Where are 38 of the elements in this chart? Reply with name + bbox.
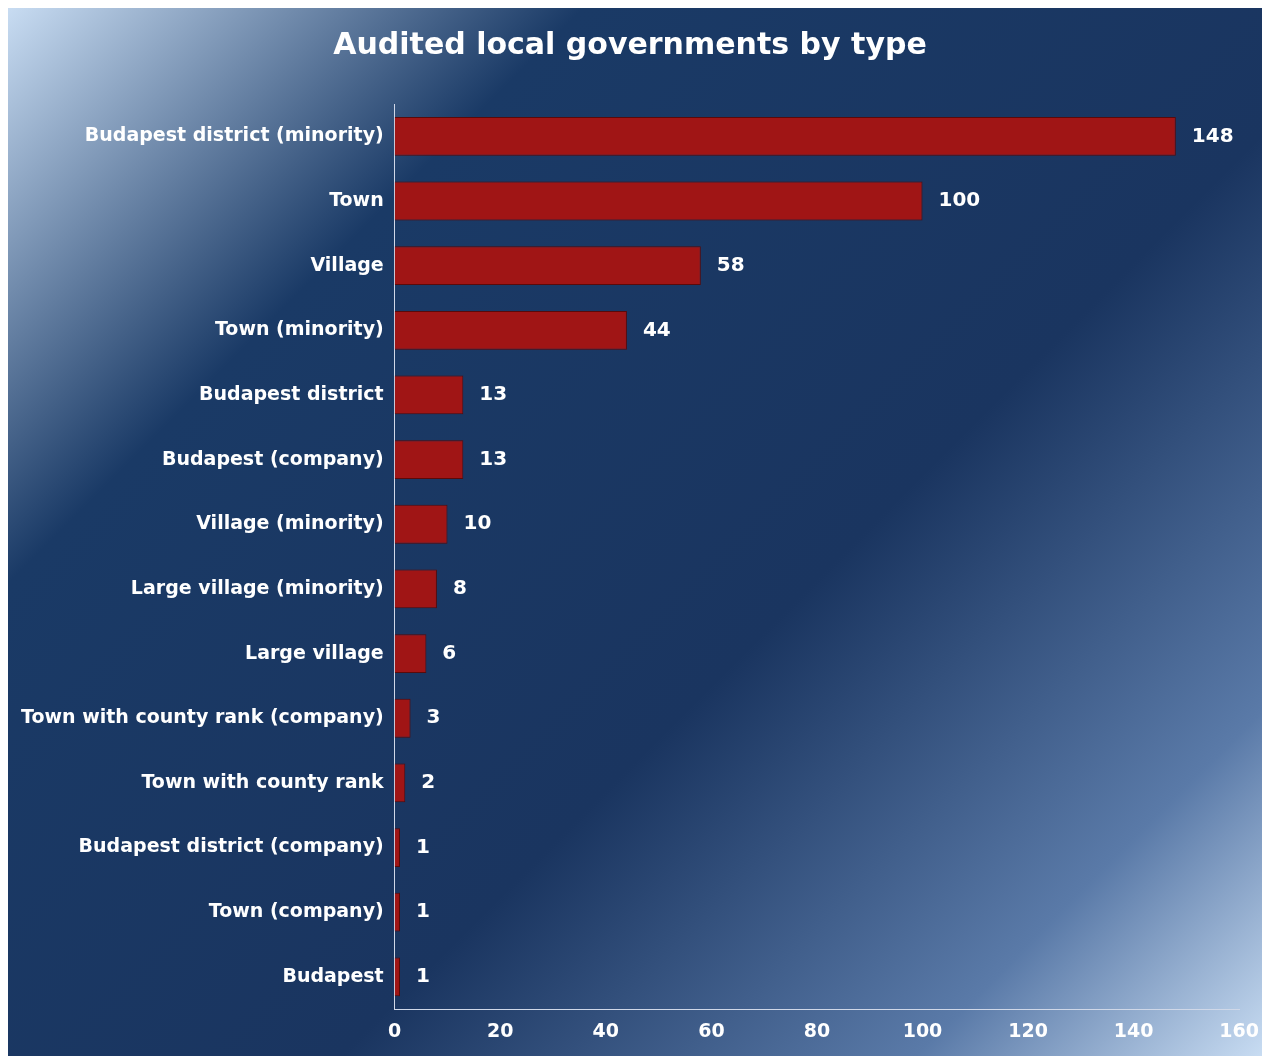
data-label: 58: [716, 251, 745, 276]
data-label: 100: [938, 187, 981, 212]
y-tick-label: Village (minority): [196, 511, 384, 534]
y-tick-label: Budapest: [282, 963, 384, 986]
data-label: 6: [442, 639, 457, 664]
y-tick-label: Budapest district (company): [78, 834, 384, 857]
y-tick-label: Town with county rank (company): [20, 705, 384, 728]
y-tick-label: Large village: [245, 640, 384, 663]
x-tick-label: 0: [388, 1018, 402, 1041]
data-label: 8: [452, 575, 467, 600]
x-tick-label: 20: [487, 1018, 514, 1041]
y-tick-label: Budapest district: [199, 381, 384, 404]
data-label: 44: [642, 316, 671, 341]
x-tick-label: 120: [1008, 1018, 1048, 1041]
x-tick-label: 60: [698, 1018, 725, 1041]
y-tick-label: Budapest (company): [161, 446, 384, 469]
data-label: 1: [415, 963, 430, 988]
chart-title: Audited local governments by type: [333, 25, 927, 61]
x-tick-label: 80: [803, 1018, 831, 1041]
y-tick-label: Town: [329, 187, 384, 210]
y-tick-label: Town (minority): [214, 317, 384, 340]
data-label: 1: [415, 833, 430, 858]
y-tick-label: Budapest district (minority): [84, 123, 384, 146]
y-tick-label: Town with county rank: [141, 769, 385, 792]
data-label: 13: [479, 445, 508, 470]
data-label: 1: [415, 898, 430, 923]
x-tick-label: 100: [902, 1018, 943, 1041]
x-tick-label: 140: [1113, 1018, 1154, 1041]
y-tick-label: Large village (minority): [130, 575, 384, 598]
x-tick-label: 40: [592, 1018, 620, 1041]
data-label: 13: [479, 381, 508, 406]
data-label: 10: [463, 510, 492, 535]
y-tick-label: Village: [310, 252, 384, 275]
data-label: 2: [421, 769, 436, 794]
y-tick-label: Town (company): [208, 899, 384, 922]
data-label: 148: [1191, 122, 1234, 147]
x-tick-label: 160: [1219, 1018, 1260, 1041]
data-label: 3: [426, 704, 441, 729]
